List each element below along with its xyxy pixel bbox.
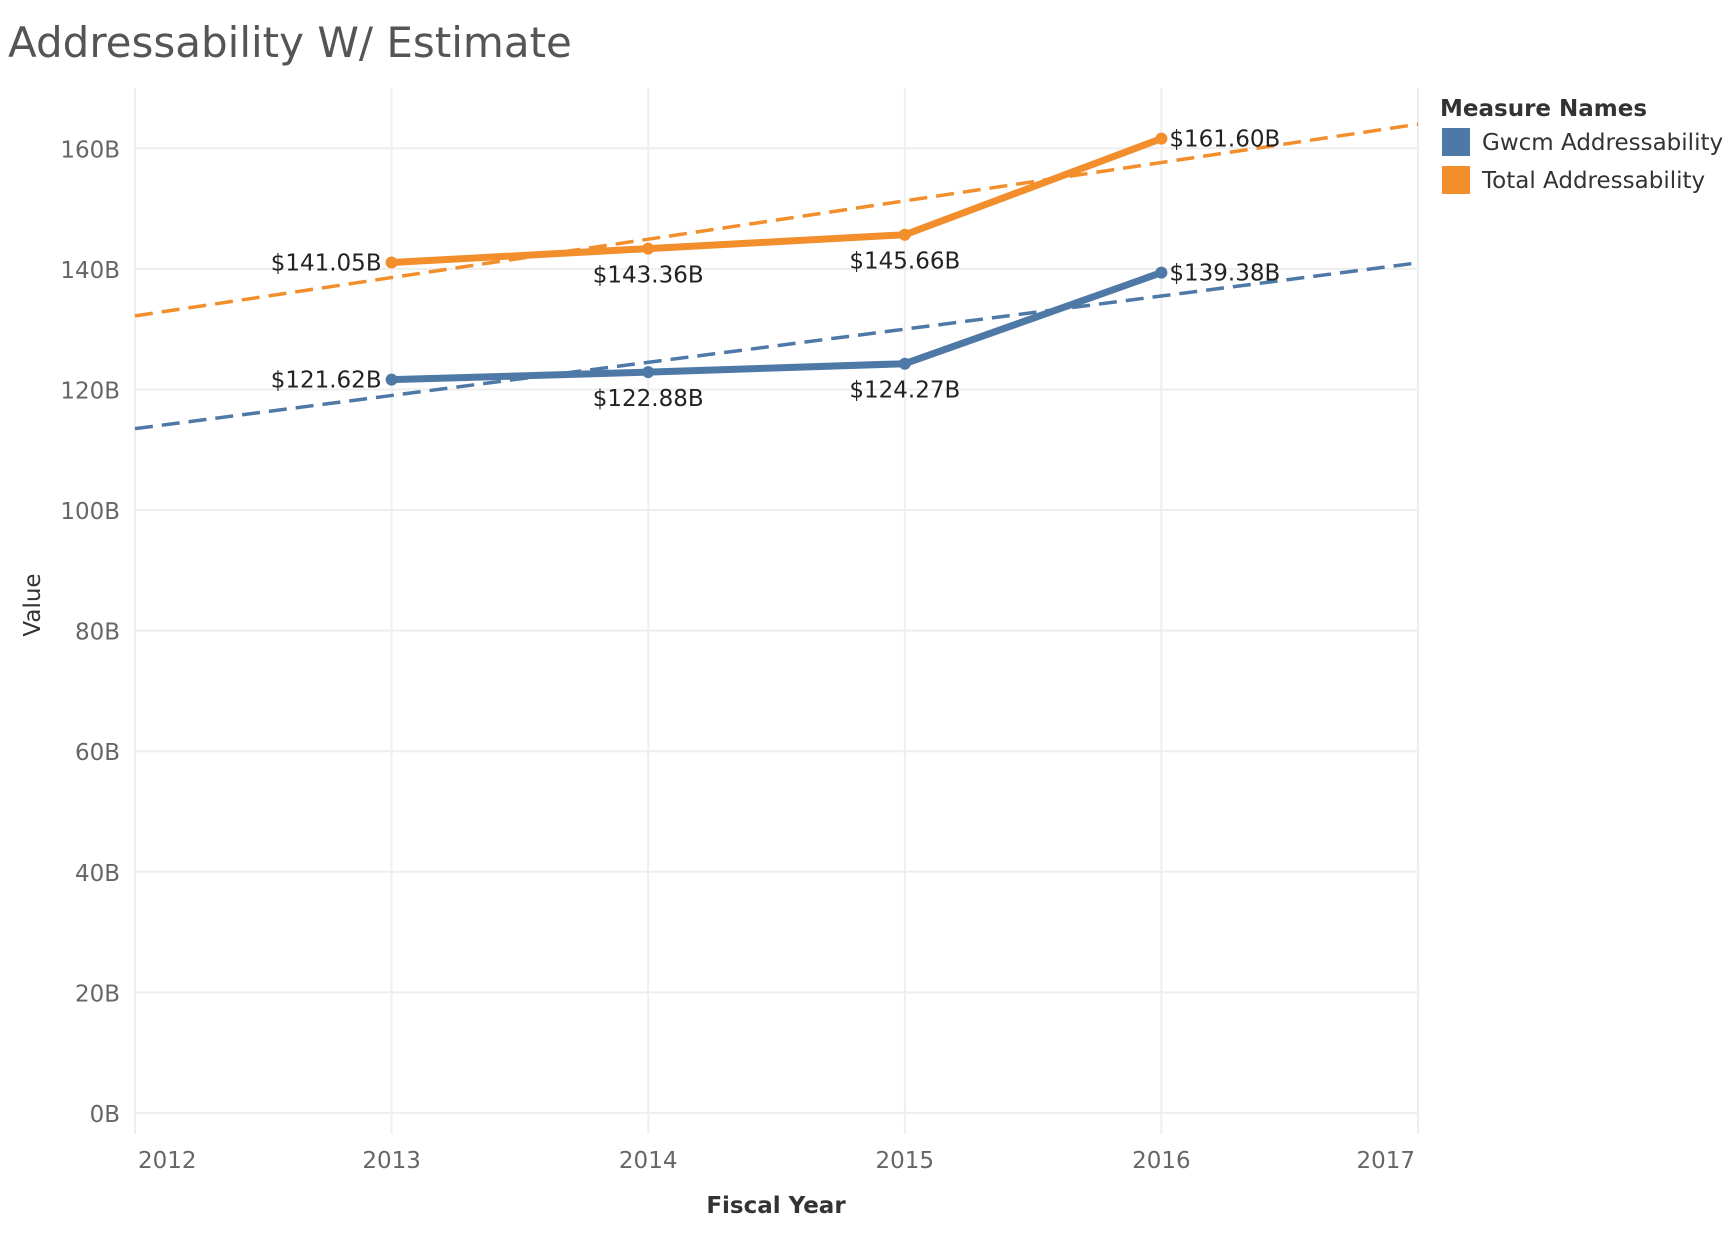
- data-point: [898, 228, 911, 241]
- data-label: $139.38B: [1169, 261, 1280, 287]
- data-point: [385, 373, 398, 386]
- data-labels: $121.62B $122.88B $124.27B $139.38B $141.05B…: [271, 127, 1281, 412]
- data-label: $161.60B: [1169, 127, 1280, 153]
- data-point: [642, 366, 655, 379]
- data-point: [1155, 132, 1168, 145]
- y-tick-label: 80B: [75, 620, 120, 646]
- data-label: $141.05B: [271, 251, 382, 277]
- y-axis-ticks: 0B 20B 40B 60B 80B 100B 120B 140B 160B: [60, 137, 120, 1128]
- y-tick-label: 60B: [75, 740, 120, 766]
- y-tick-label: 40B: [75, 861, 120, 887]
- series-line: [388, 135, 1165, 267]
- trend-lines: [134, 122, 1419, 431]
- chart-title: Addressability W/ Estimate: [8, 18, 572, 67]
- legend-swatch: [1442, 128, 1470, 156]
- data-point: [898, 357, 911, 370]
- y-tick-label: 100B: [60, 499, 120, 525]
- x-tick-label: 2017: [1356, 1148, 1415, 1174]
- data-point: [1155, 266, 1168, 279]
- data-label: $122.88B: [593, 386, 704, 412]
- y-tick-label: 0B: [90, 1102, 120, 1128]
- series-lines: [385, 132, 1168, 386]
- data-label: $121.62B: [271, 368, 382, 394]
- legend: Measure Names Gwcm Addressability Total A…: [1440, 96, 1723, 194]
- x-axis-label: Fiscal Year: [706, 1193, 846, 1219]
- x-tick-label: 2012: [138, 1148, 197, 1174]
- y-tick-label: 120B: [60, 378, 120, 404]
- data-point: [642, 242, 655, 255]
- legend-swatch: [1442, 166, 1470, 194]
- legend-title: Measure Names: [1440, 96, 1647, 122]
- data-label: $145.66B: [849, 249, 960, 275]
- x-tick-label: 2013: [362, 1148, 421, 1174]
- legend-label: Gwcm Addressability: [1482, 130, 1723, 156]
- series-line: [388, 269, 1165, 384]
- data-point: [385, 256, 398, 269]
- x-tick-label: 2014: [619, 1148, 678, 1174]
- y-tick-label: 160B: [60, 137, 120, 163]
- x-tick-label: 2015: [876, 1148, 935, 1174]
- y-tick-label: 20B: [75, 981, 120, 1007]
- x-axis-ticks: 2012 2013 2014 2015 2016 2017: [138, 1148, 1415, 1174]
- data-label: $124.27B: [849, 378, 960, 404]
- trend-line: [134, 122, 1419, 318]
- legend-items: Gwcm Addressability Total Addressability: [1442, 128, 1723, 194]
- data-label: $143.36B: [593, 263, 704, 289]
- x-tick-label: 2016: [1132, 1148, 1191, 1174]
- y-tick-label: 140B: [60, 258, 120, 284]
- legend-label: Total Addressability: [1481, 168, 1705, 194]
- y-axis-label: Value: [20, 573, 46, 636]
